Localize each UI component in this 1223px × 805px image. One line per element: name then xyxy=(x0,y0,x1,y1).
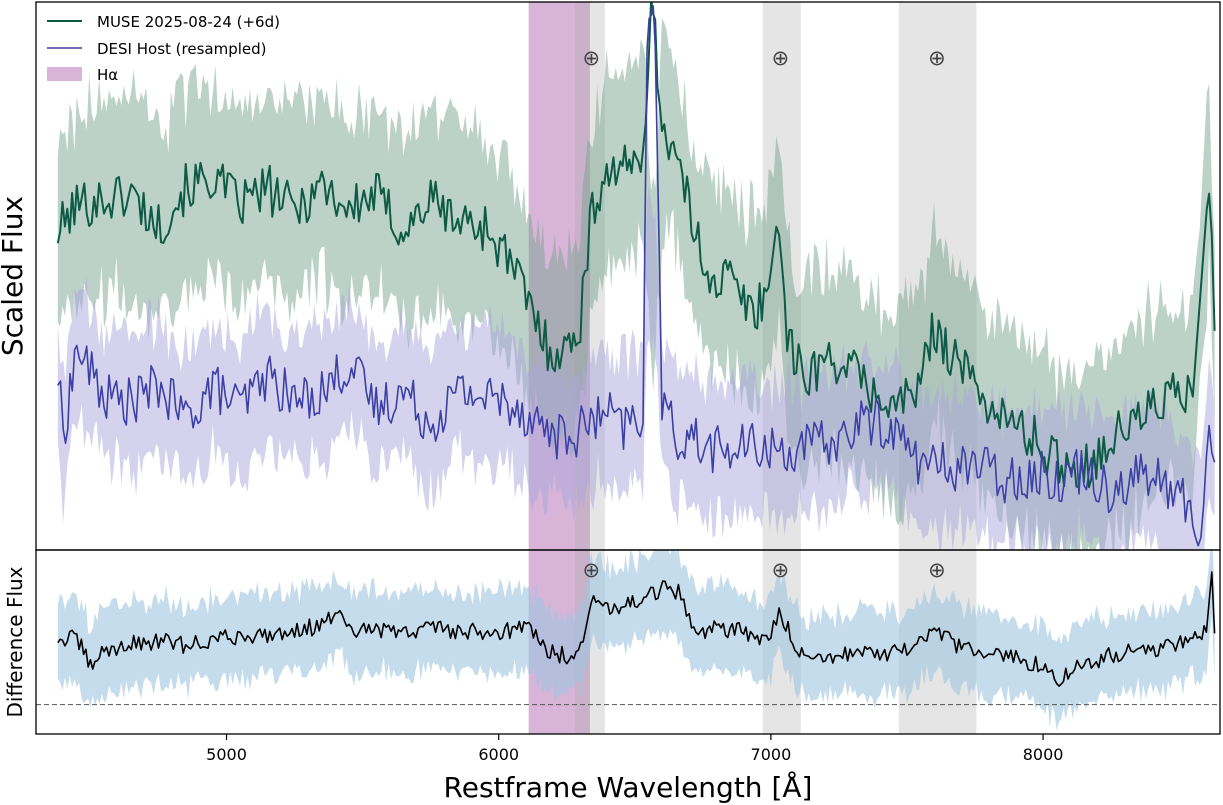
telluric-marker-3: ⊕ xyxy=(928,46,946,70)
telluric-marker-2: ⊕ xyxy=(772,46,790,70)
bottom-uncertainty-bands xyxy=(57,550,1215,731)
top-series-lines xyxy=(56,2,1216,547)
top-panel: ⊕ ⊕ ⊕ xyxy=(56,2,1216,550)
x-axis-title: Restframe Wavelength [Å] xyxy=(444,770,813,804)
bottom-panel-frame xyxy=(35,549,1221,735)
uncertainty-band-difference xyxy=(57,550,1215,731)
legend-desi-label: DESI Host (resampled) xyxy=(97,40,267,58)
telluric-marker-1: ⊕ xyxy=(582,46,600,70)
telluric-marker-1: ⊕ xyxy=(582,558,600,582)
bottom-panel: ⊕ ⊕ ⊕ xyxy=(36,550,1220,734)
top-telluric-markers: ⊕ ⊕ ⊕ xyxy=(582,46,945,70)
top-y-axis-title: Scaled Flux xyxy=(0,196,29,356)
x-axis-ticks: 5000 6000 7000 8000 xyxy=(206,734,1063,764)
x-tick-label: 6000 xyxy=(478,745,519,764)
series-line-difference xyxy=(57,571,1216,687)
legend-halpha-swatch xyxy=(47,67,82,81)
bottom-y-axis-title: Difference Flux xyxy=(3,566,27,717)
x-tick-label: 5000 xyxy=(206,745,247,764)
x-tick-label: 8000 xyxy=(1023,745,1064,764)
x-tick-label: 7000 xyxy=(751,745,792,764)
series-line-desi xyxy=(57,5,1216,547)
legend-halpha-label: Hα xyxy=(97,66,118,84)
telluric-marker-2: ⊕ xyxy=(772,558,790,582)
legend-muse-label: MUSE 2025-08-24 (+6d) xyxy=(97,13,280,31)
bottom-series-lines xyxy=(57,571,1216,687)
top-uncertainty-bands xyxy=(57,18,1215,550)
bottom-telluric-markers: ⊕ ⊕ ⊕ xyxy=(582,558,945,582)
legend: MUSE 2025-08-24 (+6d) DESI Host (resampl… xyxy=(47,13,280,84)
telluric-marker-3: ⊕ xyxy=(928,558,946,582)
series-line-muse xyxy=(56,2,1216,489)
